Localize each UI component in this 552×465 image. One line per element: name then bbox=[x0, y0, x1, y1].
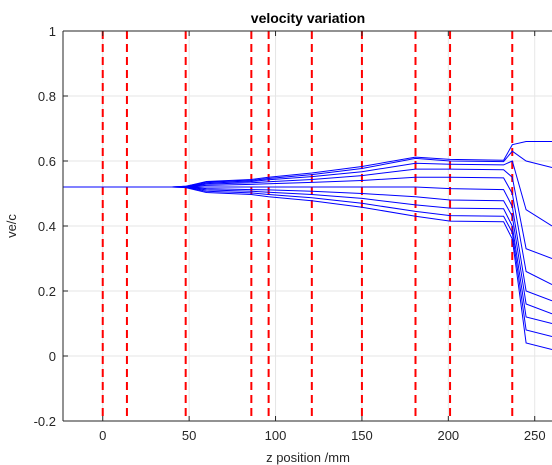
axes bbox=[62, 30, 552, 422]
y-tick-label: 0.2 bbox=[38, 284, 56, 299]
x-axis-label: z position /mm bbox=[266, 450, 350, 465]
y-tick-label: 0.6 bbox=[38, 154, 56, 169]
y-tick-label: 0.8 bbox=[38, 89, 56, 104]
x-tick-label: 100 bbox=[265, 428, 287, 443]
x-tick-label: 150 bbox=[351, 428, 373, 443]
y-tick-label: 1 bbox=[49, 24, 56, 39]
series-line-5 bbox=[63, 186, 552, 302]
x-tick-label: 0 bbox=[99, 428, 106, 443]
x-tick-label: 200 bbox=[437, 428, 459, 443]
series-line-10 bbox=[63, 141, 552, 188]
y-tick-label: 0.4 bbox=[38, 219, 56, 234]
x-tick-labels: 0 50 100 150 200 250 bbox=[99, 428, 545, 443]
y-axis-label: ve/c bbox=[4, 214, 19, 238]
y-tick-labels: -0.2 0 0.2 0.4 0.6 0.8 1 bbox=[34, 24, 56, 429]
series-lines bbox=[63, 141, 552, 350]
chart-title: velocity variation bbox=[251, 10, 365, 26]
x-tick-label: 50 bbox=[182, 428, 196, 443]
y-tick-label: -0.2 bbox=[34, 414, 56, 429]
vertical-markers bbox=[101, 31, 514, 421]
y-tick-label: 0 bbox=[49, 349, 56, 364]
x-tick-label: 250 bbox=[524, 428, 546, 443]
